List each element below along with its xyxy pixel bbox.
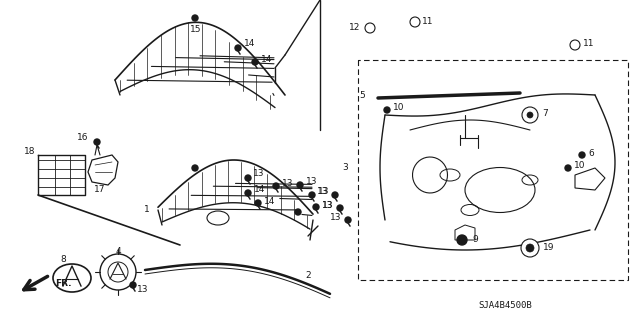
Circle shape (245, 190, 251, 196)
Text: 13: 13 (322, 201, 333, 210)
Text: 13: 13 (330, 212, 341, 221)
Text: 13: 13 (253, 169, 264, 179)
Text: 10: 10 (574, 161, 586, 170)
Circle shape (570, 40, 580, 50)
Text: 12: 12 (349, 24, 360, 33)
Circle shape (332, 192, 338, 198)
Circle shape (192, 165, 198, 171)
Text: 9: 9 (472, 235, 477, 244)
Text: 2: 2 (305, 271, 310, 279)
Circle shape (235, 45, 241, 51)
Text: 14: 14 (254, 186, 266, 195)
Text: 11: 11 (583, 39, 595, 48)
Circle shape (365, 23, 375, 33)
Circle shape (384, 107, 390, 113)
Circle shape (255, 200, 261, 206)
Text: SJA4B4500B: SJA4B4500B (478, 300, 532, 309)
Circle shape (313, 204, 319, 210)
Circle shape (273, 183, 279, 189)
Text: 16: 16 (77, 133, 88, 143)
Circle shape (579, 152, 585, 158)
Text: 13: 13 (317, 187, 328, 196)
Text: 13: 13 (282, 179, 294, 188)
Text: 19: 19 (543, 243, 554, 253)
Text: 14: 14 (261, 56, 273, 64)
Text: 13: 13 (137, 286, 148, 294)
Circle shape (337, 205, 343, 211)
Text: FR.: FR. (55, 278, 72, 287)
Text: 11: 11 (422, 18, 433, 26)
Text: 7: 7 (542, 108, 548, 117)
Text: 13: 13 (321, 201, 333, 210)
Circle shape (565, 165, 571, 171)
Text: 10: 10 (393, 103, 404, 113)
Text: 5: 5 (359, 92, 365, 100)
Circle shape (252, 59, 258, 65)
Circle shape (522, 107, 538, 123)
Text: 18: 18 (24, 147, 35, 157)
Circle shape (457, 235, 467, 245)
Circle shape (297, 182, 303, 188)
Circle shape (192, 15, 198, 21)
Circle shape (245, 175, 251, 181)
Circle shape (526, 244, 534, 252)
Text: 6: 6 (588, 149, 594, 158)
Text: 13: 13 (318, 188, 330, 197)
Circle shape (94, 139, 100, 145)
Text: 15: 15 (190, 26, 202, 34)
Circle shape (527, 112, 533, 118)
Circle shape (309, 192, 315, 198)
Text: 3: 3 (342, 164, 348, 173)
Text: 14: 14 (264, 197, 275, 205)
Text: 1: 1 (144, 205, 150, 214)
Circle shape (521, 239, 539, 257)
Circle shape (295, 209, 301, 215)
Text: 4: 4 (115, 248, 121, 256)
Text: 14: 14 (244, 40, 255, 48)
Text: 8: 8 (60, 256, 66, 264)
Text: 13: 13 (306, 177, 317, 187)
Circle shape (345, 217, 351, 223)
Text: 17: 17 (94, 186, 106, 195)
Circle shape (130, 282, 136, 288)
Circle shape (410, 17, 420, 27)
